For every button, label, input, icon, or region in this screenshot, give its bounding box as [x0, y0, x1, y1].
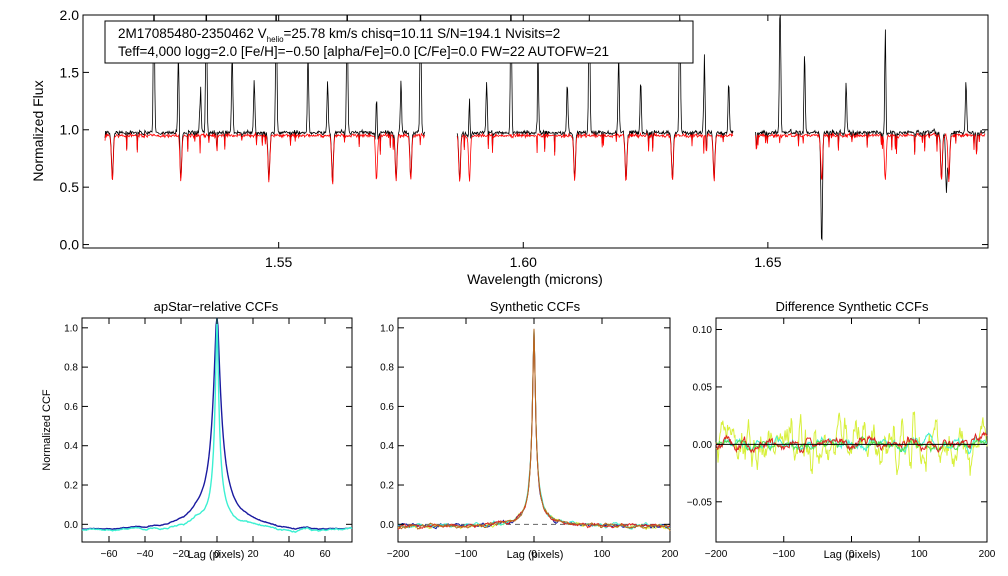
spectrum-axes: 1.55 1.60 1.65 0.0 0.5 1.0 1.5 2.0	[60, 7, 988, 270]
annotation-box	[104, 20, 694, 64]
spectrum-ylabel: Normalized Flux	[30, 80, 46, 181]
spectrum-ytick-label: 1.0	[60, 122, 80, 138]
synthetic-ccf-ytick-label: 0.2	[380, 481, 394, 492]
apstar-ccf-xtick-label: −60	[101, 549, 118, 560]
apstar-ccf-xtick-label: 60	[319, 549, 331, 560]
synthetic-ccf-line	[397, 329, 671, 531]
difference-ccf-frame	[715, 317, 988, 543]
spectrum-ytick-label: 0.0	[60, 236, 80, 252]
spectrum-model-line	[755, 132, 986, 183]
spectrum-ytick-label: 0.5	[60, 179, 80, 195]
difference-ccf-xtick-label: 100	[911, 549, 928, 560]
synthetic-ccf-xtick-label: 200	[662, 549, 679, 560]
apstar-ccf-ytick-label: 1.0	[64, 323, 78, 334]
annotation-line-1: 2M17085480-2350462 Vhelio=25.78 km/s chi…	[118, 26, 560, 44]
synthetic-ccf-data	[397, 328, 671, 532]
difference-ccf-axes: −200 −100 0 100 200 −0.05 0.00 0.05 0.10	[687, 318, 996, 560]
synthetic-ccf-ytick-label: 0.6	[380, 402, 394, 413]
annotation-line-1-sub: helio	[267, 35, 284, 44]
difference-ccf-ytick-label: −0.05	[687, 497, 713, 508]
annotation-line-1-suffix: =25.78 km/s chisq=10.11 S/N=194.1 Nvisit…	[284, 26, 561, 41]
difference-ccf-line	[715, 431, 988, 454]
apstar-ccf-xtick-label: −40	[137, 549, 154, 560]
apstar-ccf-line	[81, 317, 353, 531]
annotation-line-1-prefix: 2M17085480-2350462 V	[118, 26, 267, 41]
apstar-ccf-ylabel: Normalized CCF	[41, 389, 53, 471]
difference-ccf-xtick-label: −100	[772, 549, 795, 560]
spectrum-xtick-label: 1.65	[754, 254, 781, 270]
spectrum-xlabel: Wavelength (microns)	[467, 271, 603, 287]
apstar-ccf-axes: −60 −40 −20 0 20 40 60 0.0 0.2 0.4 0.6 0.8 1.0	[64, 318, 352, 560]
difference-ccf-panel: Difference Synthetic CCFs −200 −100 0 100 20…	[687, 299, 996, 561]
synthetic-ccf-xtick-label: −100	[455, 549, 478, 560]
difference-ccf-data	[715, 411, 988, 476]
synthetic-ccf-panel: Synthetic CCFs −200 −100 0 100 200 0.0 0.2 0.4 0…	[380, 299, 679, 561]
synthetic-ccf-line	[397, 329, 671, 530]
apstar-ccf-title: apStar−relative CCFs	[154, 299, 279, 314]
spectrum-xtick-label: 1.60	[510, 254, 537, 270]
spectrum-ytick-label: 2.0	[60, 7, 80, 23]
synthetic-ccf-line	[397, 328, 671, 532]
synthetic-ccf-axes: −200 −100 0 100 200 0.0 0.2 0.4 0.6 0.8 1.0	[380, 318, 679, 560]
apstar-ccf-line	[81, 318, 353, 533]
difference-ccf-xtick-label: 200	[979, 549, 996, 560]
apstar-ccf-ytick-label: 0.6	[64, 402, 78, 413]
difference-ccf-line	[715, 411, 988, 476]
annotation-line-2: Teff=4,000 logg=2.0 [Fe/H]=−0.50 [alpha/…	[118, 44, 609, 59]
spectrum-ytick-label: 1.5	[60, 64, 80, 80]
spectrum-model-line	[456, 131, 734, 182]
synthetic-ccf-xlabel: Lag (pixels)	[507, 549, 564, 561]
difference-ccf-ytick-label: 0.10	[693, 325, 713, 336]
apstar-ccf-ytick-label: 0.0	[64, 520, 78, 531]
difference-ccf-ytick-label: 0.00	[693, 440, 713, 451]
spectrum-model-line	[104, 131, 425, 185]
synthetic-ccf-ytick-label: 0.4	[380, 441, 394, 452]
apstar-ccf-xtick-label: 40	[283, 549, 295, 560]
synthetic-ccf-xtick-label: −200	[387, 549, 410, 560]
synthetic-ccf-ytick-label: 1.0	[380, 323, 394, 334]
spectrum-observed-line	[755, 14, 986, 241]
difference-ccf-line	[715, 435, 988, 454]
apstar-ccf-ytick-label: 0.4	[64, 441, 78, 452]
synthetic-ccf-xtick-label: 100	[594, 549, 611, 560]
difference-ccf-xtick-label: −200	[705, 549, 728, 560]
synthetic-ccf-line	[397, 332, 671, 530]
apstar-ccf-xtick-label: −20	[173, 549, 190, 560]
synthetic-ccf-xtick-label: 0	[531, 549, 537, 560]
synthetic-ccf-ytick-label: 0.8	[380, 363, 394, 374]
apstar-ccf-ytick-label: 0.2	[64, 481, 78, 492]
difference-ccf-xlabel: Lag (pixels)	[824, 549, 881, 561]
apstar-ccf-xlabel: Lag (pixels)	[188, 549, 245, 561]
synthetic-ccf-ytick-label: 0.0	[380, 520, 394, 531]
difference-ccf-xtick-label: 0	[849, 549, 855, 560]
spectrum-xtick-label: 1.55	[265, 254, 292, 270]
apstar-ccf-xtick-label: 20	[247, 549, 259, 560]
apstar-ccf-panel: apStar−relative CCFs −60 −40 −20 0 20 40 60 0.0…	[41, 299, 353, 561]
synthetic-ccf-title: Synthetic CCFs	[490, 299, 581, 314]
spectrum-data	[104, 14, 986, 241]
spectrum-frame	[82, 14, 989, 249]
apstar-ccf-ytick-label: 0.8	[64, 363, 78, 374]
apstar-ccf-frame	[81, 317, 353, 543]
spectrum-panel: 1.55 1.60 1.65 0.0 0.5 1.0 1.5 2.0 2M17085480-2…	[30, 7, 989, 287]
synthetic-ccf-line	[397, 329, 671, 530]
apstar-ccf-data	[81, 317, 353, 533]
difference-ccf-title: Difference Synthetic CCFs	[776, 299, 929, 314]
apstar-ccf-xtick-label: 0	[214, 549, 220, 560]
difference-ccf-ytick-label: 0.05	[693, 382, 713, 393]
